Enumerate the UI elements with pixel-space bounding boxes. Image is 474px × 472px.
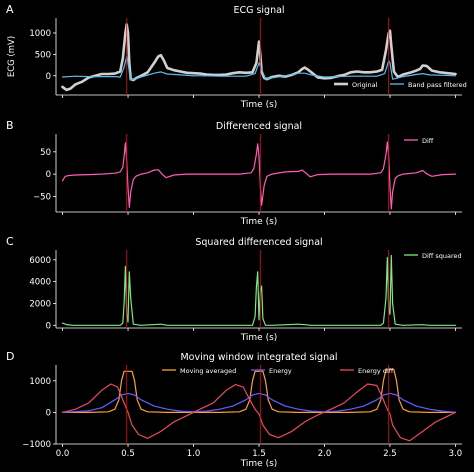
x-tick-label: 0.5 <box>121 449 135 459</box>
legend: Original Band pass filtered <box>334 81 467 89</box>
x-axis-label: Time (s) <box>240 217 278 227</box>
x-axis-label: Time (s) <box>240 100 278 110</box>
legend: Diff squared <box>404 252 462 260</box>
y-tick-label: 4000 <box>29 278 51 288</box>
y-tick-label: 500 <box>35 50 51 60</box>
x-tick-label: 1.0 <box>187 449 201 459</box>
legend: Moving averaged Energy Energy diff <box>162 367 394 375</box>
legend-label: Energy diff <box>358 367 394 375</box>
legend-label: Diff <box>422 137 434 145</box>
x-axis-label: Time (s) <box>240 459 278 469</box>
panel-b: B Differenced signal −50 0 50 Time (s) Diff <box>6 119 462 227</box>
panel-title: Squared differenced signal <box>195 237 322 248</box>
series-line <box>61 383 457 442</box>
x-tick-label: 1.5 <box>252 449 266 459</box>
series-line <box>61 392 457 413</box>
panel-letter: D <box>6 350 14 363</box>
legend-label: Moving averaged <box>180 367 236 375</box>
y-tick-label: 1000 <box>29 29 51 39</box>
panel-letter: C <box>6 235 14 248</box>
panel-title: Differenced signal <box>216 121 302 132</box>
legend-label: Original <box>352 81 378 89</box>
y-tick-label: 2000 <box>29 299 51 309</box>
y-tick-label: 50 <box>40 148 51 158</box>
panel-letter: B <box>6 119 14 132</box>
legend-label: Energy <box>269 367 292 375</box>
panel-d: D Moving window integrated signal −1000 0 10… <box>6 350 462 469</box>
panel-letter: A <box>6 3 14 16</box>
legend-label: Diff squared <box>422 252 462 260</box>
panel-title: ECG signal <box>233 5 284 16</box>
series-line <box>61 369 457 413</box>
x-tick-label: 2.5 <box>383 449 397 459</box>
series-line <box>61 254 457 326</box>
y-tick-label: 6000 <box>29 256 51 266</box>
x-tick-label: 2.0 <box>318 449 332 459</box>
panel-c: C Squared differenced signal 0 2000 4000 6000… <box>6 235 462 343</box>
y-axis-label: ECG (mV) <box>7 36 17 77</box>
y-tick-label: 0 <box>46 321 51 331</box>
x-tick-label: 3.0 <box>449 449 463 459</box>
y-tick-label: 1000 <box>29 377 51 387</box>
y-tick-label: 0 <box>46 408 51 418</box>
y-tick-label: 0 <box>46 170 51 180</box>
legend-label: Band pass filtered <box>408 81 467 89</box>
panel-title: Moving window integrated signal <box>180 352 337 363</box>
panel-a: A ECG signal 0 500 1000 Time (s) ECG (mV) Origi… <box>6 3 467 110</box>
y-tick-label: −50 <box>33 192 51 202</box>
x-tick-label: 0.0 <box>56 449 70 459</box>
x-axis-label: Time (s) <box>240 333 278 343</box>
y-tick-label: −1000 <box>22 440 51 450</box>
legend: Diff <box>404 137 434 145</box>
y-tick-label: 0 <box>46 72 51 82</box>
